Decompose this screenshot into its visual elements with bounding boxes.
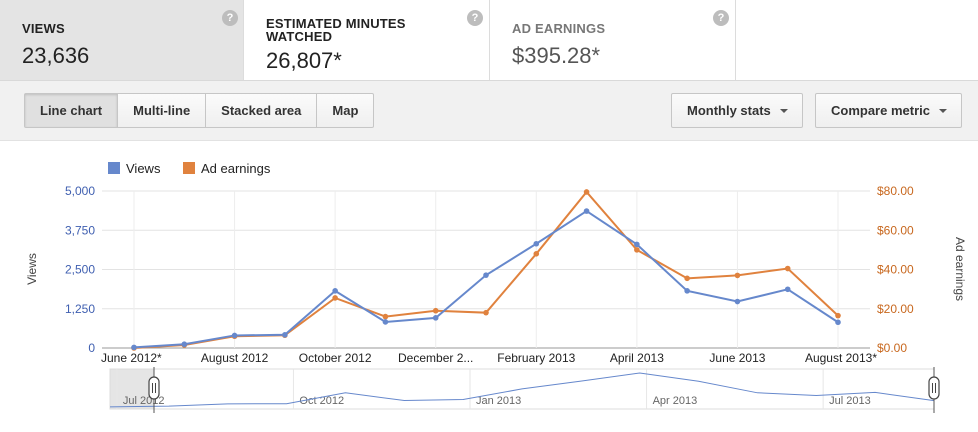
navigator-handle[interactable] <box>928 376 940 400</box>
right-y-tick-label: $20.00 <box>877 302 914 316</box>
left-y-tick-label: 3,750 <box>65 223 95 237</box>
monthly-stats-dropdown[interactable]: Monthly stats <box>671 93 803 128</box>
left-y-tick-label: 2,500 <box>65 263 95 277</box>
metric-card-views[interactable]: VIEWS 23,636 ? <box>0 0 244 80</box>
data-point-views <box>483 272 489 278</box>
series-line-views <box>133 209 839 349</box>
data-point-ad-earnings <box>533 251 540 257</box>
left-y-axis-label: Views <box>25 253 39 285</box>
line-chart-button[interactable]: Line chart <box>25 94 119 127</box>
legend-swatch-views <box>108 162 120 174</box>
caret-down-icon <box>939 109 947 113</box>
legend-swatch-ad-earnings <box>183 162 195 174</box>
data-point-views <box>432 315 439 321</box>
data-point-ad-earnings <box>583 189 590 195</box>
right-y-tick-label: $40.00 <box>877 263 914 277</box>
data-point-ad-earnings <box>432 307 439 314</box>
help-icon[interactable]: ? <box>713 10 729 26</box>
metric-label-minutes-watched: ESTIMATED MINUTES WATCHED <box>266 17 406 43</box>
right-y-tick-label: $60.00 <box>877 223 914 237</box>
navigator-tick-label: Jan 2013 <box>476 395 521 407</box>
data-point-ad-earnings <box>835 312 841 319</box>
right-y-tick-label: $0.00 <box>877 341 907 355</box>
data-point-views <box>131 344 137 351</box>
data-point-ad-earnings <box>734 272 741 279</box>
data-point-views <box>734 298 741 305</box>
right-y-tick-label: $80.00 <box>877 184 914 198</box>
left-y-tick-label: 5,000 <box>65 184 95 198</box>
map-button[interactable]: Map <box>332 103 359 118</box>
right-y-axis-label: Ad earnings <box>953 237 967 301</box>
navigator-series-line <box>109 372 935 408</box>
metric-value-ad-earnings: $395.28* <box>512 43 601 68</box>
metric-label-ad-earnings: AD EARNINGS <box>512 21 606 36</box>
data-point-views <box>784 286 791 293</box>
metric-label-views: VIEWS <box>22 21 65 36</box>
data-point-views <box>282 332 288 338</box>
metric-card-ad-earnings[interactable]: AD EARNINGS $395.28* ? <box>490 0 736 80</box>
data-point-views <box>533 240 540 247</box>
data-point-ad-earnings <box>684 275 690 282</box>
data-point-views <box>634 241 640 248</box>
help-icon[interactable]: ? <box>467 10 483 26</box>
metric-value-views: 23,636 <box>22 43 90 68</box>
left-y-tick-label: 0 <box>88 341 95 355</box>
chart-type-selector: Line chart Multi-line Stacked area Map <box>24 93 375 128</box>
x-tick-label: December 2... <box>398 351 473 365</box>
x-tick-label: August 2013* <box>805 351 877 365</box>
navigator-handle[interactable] <box>148 376 160 400</box>
legend-label-views: Views <box>126 161 161 176</box>
multi-line-button[interactable]: Multi-line <box>118 94 207 127</box>
data-point-ad-earnings <box>382 313 389 320</box>
data-point-views <box>835 319 841 326</box>
metric-label-line-2: WATCHED <box>266 29 333 44</box>
navigator-tick-label: Jul 2013 <box>829 395 871 407</box>
data-point-views <box>231 332 238 339</box>
stacked-area-button[interactable]: Stacked area <box>206 94 318 127</box>
data-point-ad-earnings <box>784 265 791 272</box>
metric-card-minutes-watched[interactable]: ESTIMATED MINUTES WATCHED 26,807* ? <box>244 0 490 80</box>
data-point-views <box>583 208 590 214</box>
metric-cards: VIEWS 23,636 ? ESTIMATED MINUTES WATCHED… <box>0 0 978 81</box>
data-point-views <box>382 319 389 325</box>
navigator-tick-label: Oct 2012 <box>299 395 344 407</box>
legend-label-ad-earnings: Ad earnings <box>201 161 271 176</box>
chart-toolbar: Line chart Multi-line Stacked area Map M… <box>0 81 978 141</box>
monthly-stats-label: Monthly stats <box>687 103 771 118</box>
data-point-views <box>332 288 338 294</box>
data-point-views <box>181 341 188 348</box>
data-point-views <box>684 288 690 294</box>
help-icon[interactable]: ? <box>222 10 238 26</box>
x-tick-label: June 2013 <box>709 351 765 365</box>
metric-label-line-1: ESTIMATED MINUTES <box>266 16 406 31</box>
x-tick-label: August 2012 <box>201 351 269 365</box>
x-tick-label: February 2013 <box>497 351 575 365</box>
compare-metric-label: Compare metric <box>831 103 930 118</box>
x-tick-label: April 2013 <box>610 351 664 365</box>
x-tick-label: June 2012* <box>101 351 162 365</box>
x-tick-label: October 2012 <box>299 351 372 365</box>
data-point-ad-earnings <box>332 295 338 301</box>
left-y-tick-label: 1,250 <box>65 302 95 316</box>
navigator-tick-label: Apr 2013 <box>653 395 698 407</box>
caret-down-icon <box>780 109 788 113</box>
compare-metric-dropdown[interactable]: Compare metric <box>815 93 962 128</box>
data-point-ad-earnings <box>483 309 489 316</box>
metric-value-minutes-watched: 26,807* <box>266 48 342 73</box>
data-point-ad-earnings <box>634 247 640 253</box>
